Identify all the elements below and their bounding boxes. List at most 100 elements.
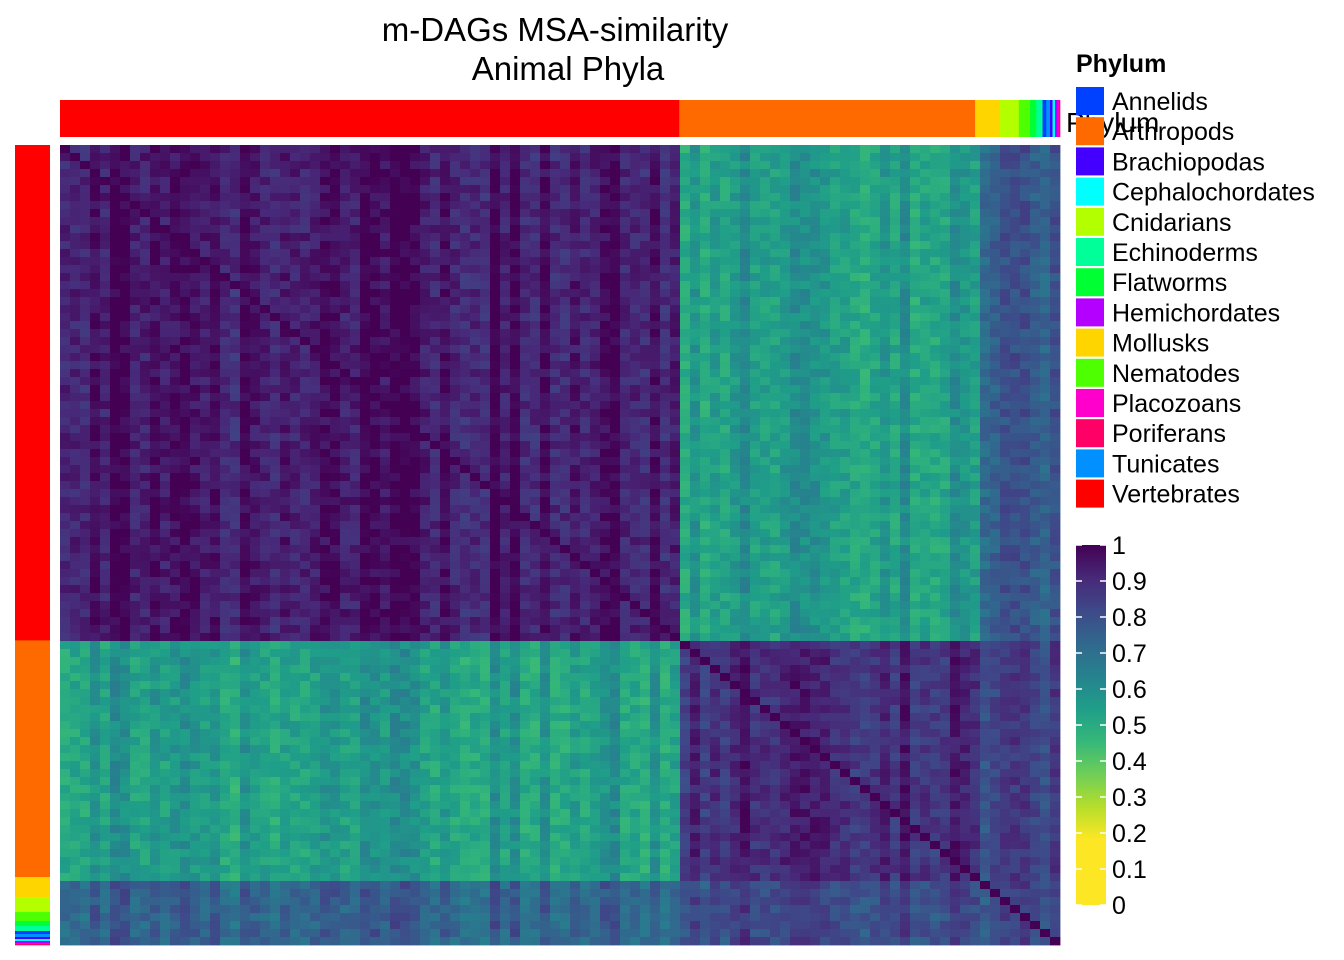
heatmap-cell: [700, 529, 711, 538]
heatmap-cell: [710, 281, 721, 290]
heatmap-cell: [950, 361, 961, 370]
heatmap-cell: [680, 401, 691, 410]
heatmap-cell: [260, 425, 271, 434]
heatmap-cell: [830, 281, 841, 290]
heatmap-cell: [1020, 401, 1031, 410]
heatmap-cell: [460, 289, 471, 298]
heatmap-cell: [810, 465, 821, 474]
heatmap-cell: [910, 321, 921, 330]
heatmap-cell: [1020, 281, 1031, 290]
heatmap-cell: [490, 369, 501, 378]
heatmap-cell: [600, 353, 611, 362]
heatmap-cell: [510, 465, 521, 474]
heatmap-cell: [910, 377, 921, 386]
heatmap-cell: [420, 457, 431, 466]
heatmap-cell: [310, 473, 321, 482]
heatmap-cell: [960, 257, 971, 266]
heatmap-cell: [870, 377, 881, 386]
heatmap-cell: [700, 481, 711, 490]
heatmap-cell: [150, 385, 161, 394]
heatmap-cell: [340, 377, 351, 386]
heatmap-cell: [500, 513, 511, 522]
heatmap-cell: [150, 537, 161, 546]
heatmap-cell: [560, 329, 571, 338]
heatmap-cell: [920, 185, 931, 194]
heatmap-cell: [180, 401, 191, 410]
heatmap-cell: [650, 409, 661, 418]
heatmap-cell: [650, 161, 661, 170]
heatmap-cell: [760, 345, 771, 354]
heatmap-cell: [940, 457, 951, 466]
heatmap-cell: [140, 209, 151, 218]
heatmap-cell: [820, 225, 831, 234]
heatmap-cell: [100, 401, 111, 410]
heatmap-cell: [180, 377, 191, 386]
heatmap-cell: [120, 209, 131, 218]
heatmap-cell: [100, 521, 111, 530]
heatmap-cell: [120, 433, 131, 442]
heatmap-cell: [820, 377, 831, 386]
heatmap-cell: [680, 369, 691, 378]
heatmap-cell: [680, 449, 691, 458]
heatmap-cell: [280, 273, 291, 282]
heatmap-cell: [860, 505, 871, 514]
heatmap-cell: [330, 297, 341, 306]
heatmap-cell: [790, 353, 801, 362]
heatmap-cell: [220, 369, 231, 378]
heatmap-cell: [660, 353, 671, 362]
heatmap-cell: [440, 537, 451, 546]
heatmap-cell: [80, 361, 91, 370]
heatmap-cell: [760, 441, 771, 450]
heatmap-cell: [860, 305, 871, 314]
heatmap-cell: [530, 449, 541, 458]
heatmap-cell: [540, 353, 551, 362]
heatmap-cell: [850, 497, 861, 506]
heatmap-cell: [690, 185, 701, 194]
heatmap-cell: [810, 169, 821, 178]
heatmap-cell: [400, 169, 411, 178]
heatmap-cell: [720, 401, 731, 410]
heatmap-cell: [520, 321, 531, 330]
heatmap-cell: [910, 393, 921, 402]
heatmap-cell: [860, 289, 871, 298]
heatmap-cell: [70, 177, 81, 186]
heatmap-cell: [210, 449, 221, 458]
heatmap-cell: [230, 289, 241, 298]
heatmap-cell: [680, 161, 691, 170]
heatmap-cell: [780, 193, 791, 202]
heatmap-cell: [1050, 153, 1061, 162]
heatmap-cell: [270, 305, 281, 314]
heatmap-cell: [540, 209, 551, 218]
heatmap-cell: [80, 153, 91, 162]
heatmap-cell: [970, 449, 981, 458]
heatmap-cell: [140, 145, 151, 154]
heatmap-cell: [520, 497, 531, 506]
heatmap-cell: [130, 489, 141, 498]
heatmap-cell: [130, 449, 141, 458]
heatmap-cell: [890, 449, 901, 458]
heatmap-cell: [860, 513, 871, 522]
heatmap-cell: [1040, 465, 1051, 474]
heatmap-cell: [420, 169, 431, 178]
heatmap-cell: [710, 321, 721, 330]
heatmap-cell: [330, 153, 341, 162]
heatmap-cell: [940, 433, 951, 442]
heatmap-cell: [260, 329, 271, 338]
heatmap-cell: [730, 185, 741, 194]
heatmap-cell: [260, 489, 271, 498]
heatmap-cell: [660, 193, 671, 202]
heatmap-cell: [410, 281, 421, 290]
heatmap-cell: [1030, 273, 1041, 282]
heatmap-cell: [300, 361, 311, 370]
heatmap-cell: [830, 289, 841, 298]
heatmap-cell: [250, 225, 261, 234]
heatmap-cell: [570, 233, 581, 242]
heatmap-cell: [160, 265, 171, 274]
heatmap-cell: [490, 153, 501, 162]
heatmap-cell: [250, 489, 261, 498]
heatmap-cell: [710, 313, 721, 322]
heatmap-cell: [100, 281, 111, 290]
heatmap-cell: [1030, 217, 1041, 226]
heatmap-cell: [180, 185, 191, 194]
heatmap-cell: [650, 233, 661, 242]
